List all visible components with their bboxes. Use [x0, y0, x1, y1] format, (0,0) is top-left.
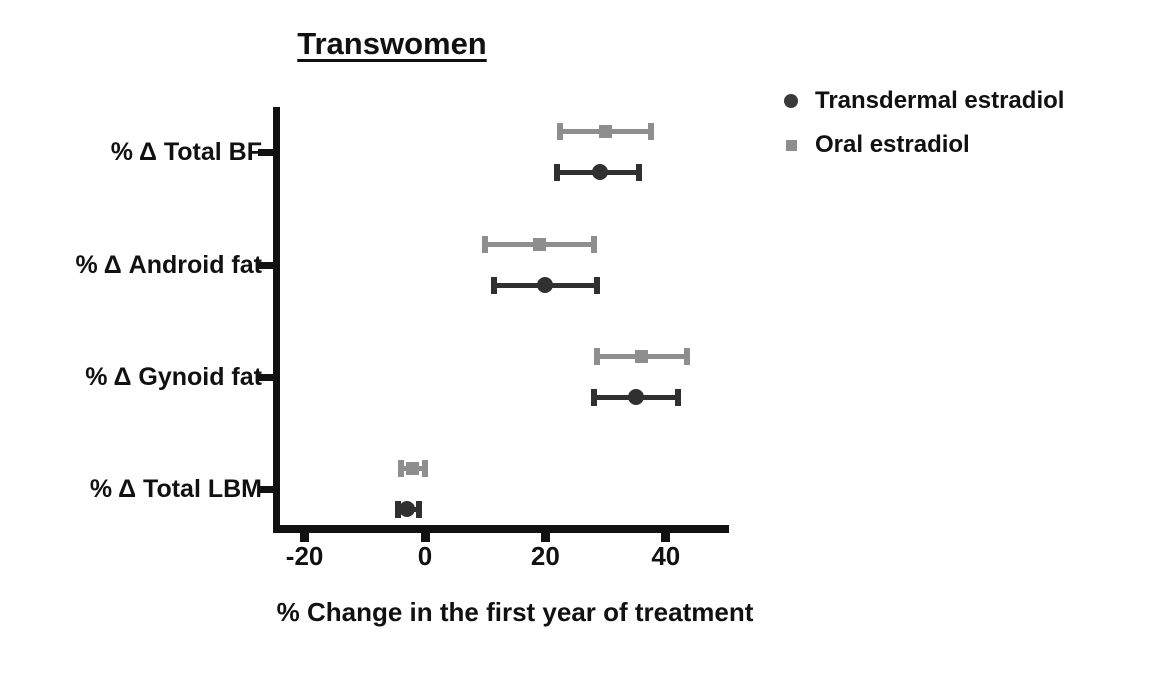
x-tick-mark: [420, 533, 430, 542]
error-bar-cap: [554, 163, 561, 181]
category-label: % Δ Gynoid fat: [85, 363, 262, 391]
y-tick-mark: [258, 373, 273, 381]
y-tick-mark: [258, 148, 273, 156]
category-label: % Δ Android fat: [75, 251, 262, 279]
x-tick-mark: [300, 533, 310, 542]
legend-marker: [782, 139, 800, 151]
y-axis: [273, 107, 280, 533]
error-bar-cap: [422, 459, 428, 477]
error-bar-cap: [415, 500, 422, 518]
error-bar-cap: [394, 500, 401, 518]
square-marker-icon: [785, 139, 797, 151]
x-tick-label: 0: [417, 541, 433, 571]
error-bar-cap: [593, 276, 600, 294]
data-point-circle: [537, 277, 554, 293]
data-point-square: [599, 124, 613, 138]
legend: Transdermal estradiol Oral estradiol: [782, 87, 1064, 159]
error-bar-cap: [397, 459, 404, 477]
error-bar-cap: [635, 163, 642, 181]
y-tick-mark: [258, 485, 273, 493]
y-tick-mark: [258, 261, 273, 269]
legend-label: Oral estradiol: [815, 131, 970, 158]
error-bar-cap: [647, 122, 654, 140]
x-tick-label: -20: [285, 541, 324, 571]
data-point-circle: [627, 389, 644, 405]
chart-title: Transwomen: [297, 26, 487, 61]
data-point-circle: [591, 164, 608, 180]
legend-item-transdermal: Transdermal estradiol: [782, 87, 1064, 115]
error-bar-cap: [590, 235, 597, 253]
x-axis: [273, 525, 729, 533]
x-tick-label: 40: [651, 541, 681, 571]
data-point-square: [532, 237, 546, 251]
x-tick-mark: [661, 533, 671, 542]
error-bar-cap: [491, 276, 498, 294]
legend-item-oral: Oral estradiol: [782, 131, 1064, 159]
error-bar-cap: [590, 388, 597, 406]
data-point-square: [635, 349, 649, 363]
data-point-circle: [398, 501, 415, 517]
error-bar-cap: [683, 347, 690, 365]
circle-marker-icon: [784, 94, 798, 108]
legend-label: Transdermal estradiol: [815, 87, 1065, 114]
error-bar-cap: [593, 347, 600, 365]
error-bar-cap: [674, 388, 681, 406]
data-point-square: [406, 461, 420, 475]
error-bar-cap: [557, 122, 564, 140]
legend-marker: [782, 94, 800, 108]
x-axis-title: % Change in the first year of treatment: [276, 597, 754, 627]
category-label: % Δ Total BF: [110, 138, 262, 166]
x-tick-label: 20: [530, 541, 560, 571]
category-label: % Δ Total LBM: [89, 475, 262, 503]
error-bar-cap: [482, 235, 489, 253]
x-tick-mark: [540, 533, 550, 542]
